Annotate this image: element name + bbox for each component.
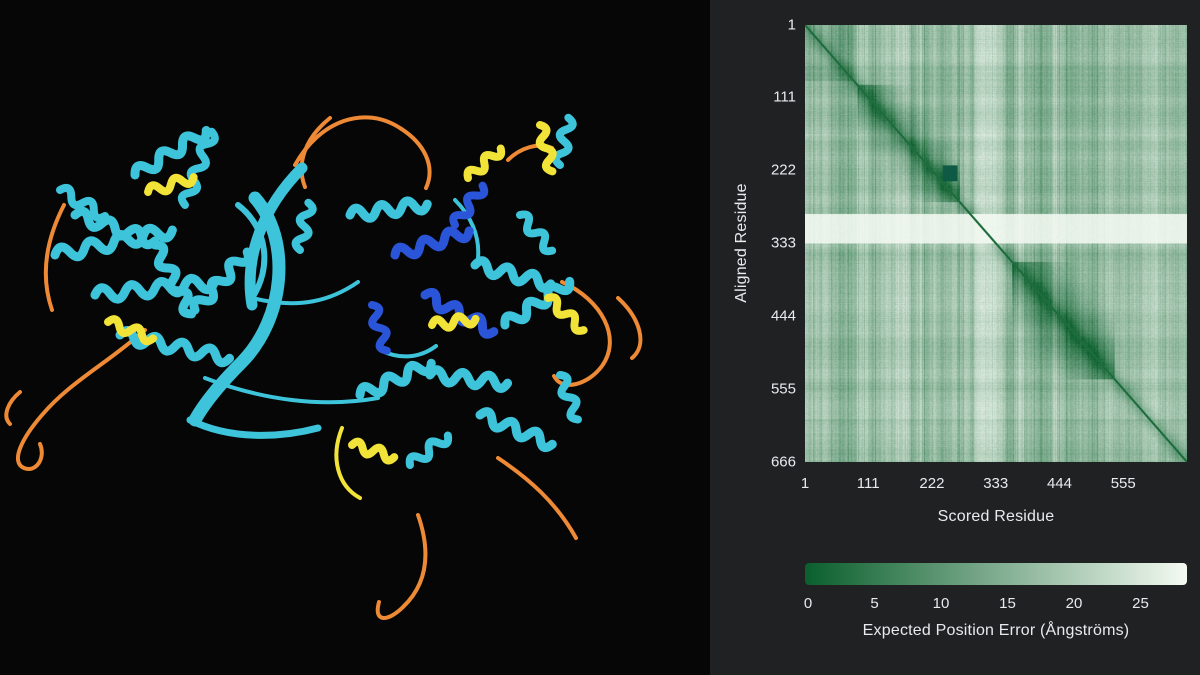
- helix-ribbon: [516, 210, 557, 256]
- helix-ribbon: [130, 125, 211, 180]
- x-tick-label: 444: [1046, 475, 1072, 492]
- helix-ribbon: [449, 181, 489, 229]
- helix-ribbon: [475, 407, 557, 453]
- loop-ribbon: [375, 513, 428, 620]
- helix-ribbon: [56, 183, 110, 223]
- helix-ribbon: [90, 273, 219, 304]
- colorbar-tick-label: 20: [1065, 595, 1083, 612]
- loop-ribbon: [188, 191, 286, 427]
- protein-ribbon-model: [4, 113, 643, 620]
- helix-ribbon: [500, 276, 575, 330]
- helix-ribbon: [345, 196, 432, 223]
- helix-ribbon: [115, 326, 235, 368]
- helix-ribbon: [144, 173, 198, 196]
- colorbar-tick-label: 5: [870, 595, 879, 612]
- loop-ribbon: [186, 416, 322, 439]
- loop-ribbon: [250, 280, 360, 306]
- colorbar-tick-label: 10: [932, 595, 950, 612]
- structure-viewer[interactable]: [0, 0, 710, 675]
- loop-ribbon: [16, 328, 147, 471]
- pae-panel: Aligned Residue Scored Residue Expected …: [710, 0, 1200, 675]
- helix-ribbon: [470, 256, 556, 293]
- y-tick-label: 444: [770, 307, 796, 325]
- helix-ribbon: [355, 358, 436, 400]
- helix-ribbon: [291, 198, 317, 254]
- colorbar: [805, 563, 1187, 585]
- helix-ribbon: [544, 293, 588, 335]
- y-tick-label: 111: [773, 88, 796, 106]
- helix-ribbon: [150, 240, 197, 319]
- x-tick-label: 1: [800, 475, 810, 492]
- x-tick-label: 333: [983, 475, 1009, 492]
- helix-ribbon: [70, 206, 160, 250]
- x-tick-label: 222: [919, 475, 945, 492]
- colorbar-tick-label: 0: [803, 595, 813, 612]
- helix-ribbon: [177, 127, 219, 209]
- helix-ribbon: [425, 365, 513, 393]
- loop-ribbon: [496, 456, 578, 540]
- y-tick-label: 222: [770, 161, 796, 179]
- x-tick-label: 111: [856, 475, 880, 492]
- pae-heatmap[interactable]: [805, 25, 1187, 462]
- colorbar-label: Expected Position Error (Ångströms): [862, 622, 1130, 639]
- helix-ribbon: [405, 431, 453, 469]
- helix-ribbon: [104, 315, 158, 346]
- helix-ribbon: [348, 437, 399, 465]
- loop-ribbon: [334, 426, 362, 500]
- y-tick-label: 1: [787, 16, 796, 34]
- loop-ribbon: [244, 162, 308, 311]
- helix-ribbon: [390, 226, 474, 260]
- helix-ribbon: [428, 312, 480, 332]
- loop-ribbon: [616, 296, 643, 360]
- loop-ribbon: [293, 115, 432, 190]
- y-tick-label: 333: [770, 234, 796, 252]
- helix-ribbon: [551, 113, 577, 169]
- helix-ribbon: [368, 301, 391, 355]
- y-axis-label: Aligned Residue: [733, 183, 750, 303]
- colorbar-tick-label: 25: [1132, 595, 1149, 612]
- y-tick-label: 666: [770, 453, 796, 471]
- loop-ribbon: [453, 198, 481, 260]
- y-tick-label: 555: [770, 380, 796, 398]
- colorbar-tick-label: 15: [999, 595, 1016, 612]
- loop-ribbon: [43, 203, 66, 312]
- loop-ribbon: [4, 390, 22, 426]
- helix-ribbon: [189, 247, 253, 315]
- loop-ribbon: [235, 202, 268, 301]
- helix-ribbon: [556, 371, 582, 424]
- loop-ribbon: [299, 116, 332, 189]
- x-tick-label: 555: [1110, 475, 1136, 492]
- helix-ribbon: [50, 223, 177, 262]
- x-axis-label: Scored Residue: [937, 508, 1055, 525]
- helix-ribbon: [535, 121, 557, 176]
- helix-ribbon: [463, 144, 506, 183]
